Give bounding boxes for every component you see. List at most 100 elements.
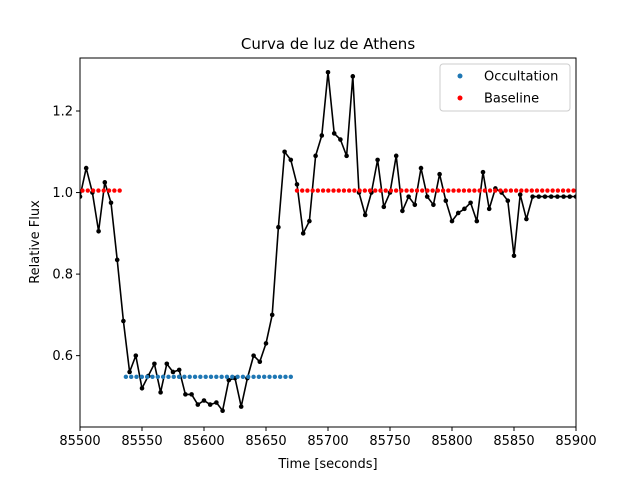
data-point [381, 204, 387, 210]
baseline-point [336, 188, 341, 193]
baseline-point [461, 188, 467, 193]
plot-area: 85500 85550 85600 85650 85700 85750 85800 85850… [52, 57, 597, 449]
occultation-point [224, 374, 230, 380]
data-point [400, 208, 405, 214]
occultation-point [139, 374, 145, 380]
occultation-point [240, 374, 246, 380]
baseline-point [357, 188, 362, 193]
data-point [133, 353, 139, 358]
baseline-point [534, 188, 540, 193]
legend-label: Occultation [484, 70, 558, 85]
data-point [176, 367, 182, 373]
occultation-point [155, 374, 160, 380]
data-point [207, 402, 213, 407]
data-point [96, 228, 101, 234]
baseline-point [477, 188, 482, 193]
occultation-point [283, 374, 288, 380]
x-tick-label: 85500 [59, 434, 100, 449]
data-point [170, 369, 176, 375]
baseline-point [305, 188, 310, 193]
occultation-point [272, 374, 278, 380]
baseline-point [529, 188, 534, 193]
data-point [80, 194, 83, 199]
plot-series [80, 69, 576, 413]
baseline-point [571, 188, 576, 193]
baseline-point [555, 188, 561, 193]
baseline-point [440, 188, 446, 193]
baseline-point [373, 188, 378, 193]
baseline-point [435, 188, 441, 193]
baseline-point [482, 188, 488, 193]
data-point [201, 398, 207, 403]
baseline-point [451, 188, 456, 193]
baseline-point [367, 188, 373, 193]
data-point [375, 157, 380, 163]
baseline-point [393, 188, 399, 193]
baseline-point [420, 188, 425, 193]
data-point [114, 257, 120, 263]
occultation-point [251, 374, 256, 380]
data-point [257, 359, 263, 365]
occultation-point [208, 374, 214, 380]
occultation-point [187, 374, 192, 380]
data-point [102, 180, 108, 185]
data-point [480, 169, 486, 175]
data-point [468, 200, 473, 206]
baseline-point [503, 188, 508, 193]
baseline-point [466, 188, 472, 193]
baseline-point [96, 188, 101, 193]
x-tick-label: 85800 [431, 434, 472, 449]
legend-label: Baseline [484, 92, 539, 107]
baseline-point [300, 188, 305, 193]
baseline-point [388, 188, 394, 193]
data-point [567, 194, 573, 199]
legend-box [439, 63, 571, 112]
data-point [214, 400, 219, 405]
data-point [505, 198, 511, 204]
data-point [406, 194, 411, 199]
data-point [83, 165, 89, 171]
baseline-point [80, 188, 85, 193]
data-point [294, 182, 300, 187]
baseline-point [545, 188, 550, 193]
occultation-point [235, 374, 240, 380]
occultation-point [246, 374, 251, 380]
x-tick-label: 85750 [369, 434, 410, 449]
baseline-point [519, 188, 524, 193]
y-axis-label: Relative Flux [28, 200, 43, 284]
baseline-point [487, 188, 493, 193]
occultation-point [166, 374, 171, 380]
baseline-point [550, 188, 555, 193]
occultation-point [277, 374, 283, 380]
occultation-point [150, 374, 155, 380]
baseline-point [508, 188, 514, 193]
data-point [276, 224, 281, 230]
data-point [325, 69, 331, 75]
data-point [108, 200, 114, 206]
baseline-point [106, 188, 112, 193]
baseline-point [331, 188, 336, 193]
baseline-point [378, 188, 383, 193]
data-point [555, 194, 560, 199]
baseline-point [446, 188, 451, 193]
baseline-point [294, 188, 300, 193]
data-point [319, 133, 325, 138]
x-axis-label: Time [seconds] [277, 457, 377, 472]
baseline-point [425, 188, 430, 193]
data-point [431, 202, 436, 208]
occultation-point [288, 374, 293, 380]
data-point [220, 408, 225, 413]
occultation-point [230, 374, 235, 380]
baseline-point [341, 188, 347, 193]
data-point [437, 171, 442, 177]
data-point [121, 318, 126, 324]
baseline-point [90, 188, 96, 193]
data-point [362, 212, 368, 218]
data-point [127, 369, 132, 375]
data-point [530, 194, 535, 199]
baseline-point [346, 188, 352, 193]
occultation-point [182, 374, 187, 380]
baseline-point [524, 188, 529, 193]
occultation-point [192, 374, 198, 380]
